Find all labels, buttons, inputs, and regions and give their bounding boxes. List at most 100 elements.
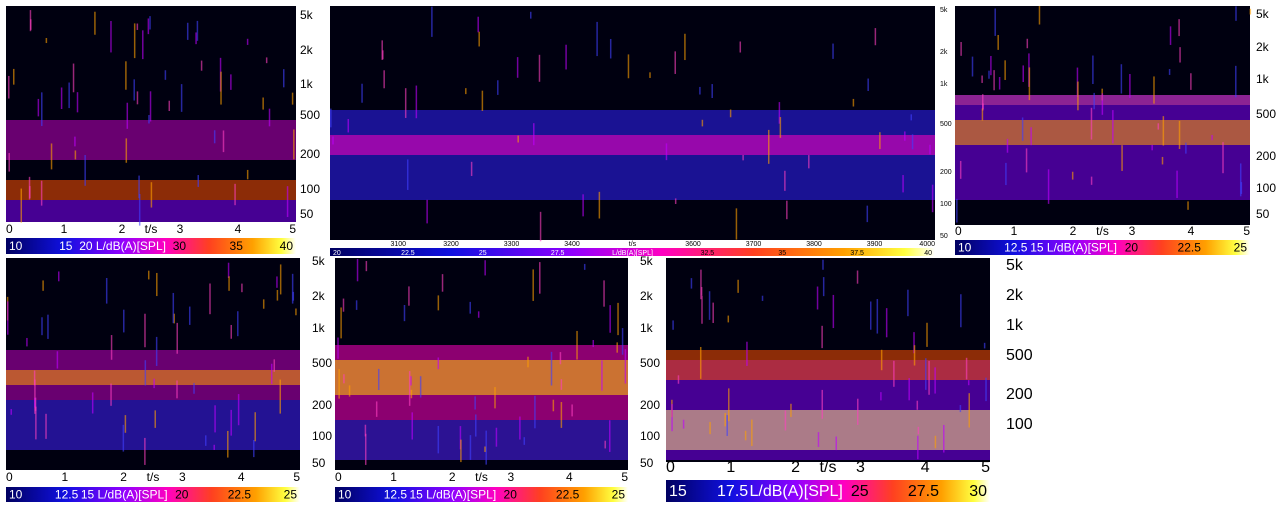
time-label: 2: [120, 470, 127, 484]
streak: [712, 302, 714, 323]
streak: [879, 132, 881, 150]
streak: [560, 402, 563, 428]
streak: [283, 69, 285, 88]
streak: [737, 279, 739, 293]
time-label: 5: [293, 470, 300, 484]
streak: [270, 363, 273, 385]
streak: [608, 420, 611, 452]
time-label: 3: [179, 470, 186, 484]
streak: [1006, 138, 1009, 153]
streak: [268, 108, 271, 127]
streak: [168, 100, 171, 112]
streak: [193, 382, 195, 394]
colorbar-label: 27.5: [908, 483, 939, 500]
streak: [262, 299, 265, 309]
streak: [408, 371, 411, 406]
colorbar: [330, 248, 935, 256]
streak: [45, 37, 48, 44]
streak: [917, 435, 919, 460]
streak: [816, 286, 819, 310]
streak: [727, 315, 730, 323]
colorbar-label: 10: [338, 488, 352, 502]
streak: [1004, 60, 1006, 80]
energy-band: [335, 360, 628, 395]
colorbar: [666, 480, 990, 502]
streak: [241, 283, 243, 293]
colorbar-label: 20: [504, 488, 518, 502]
energy-band: [6, 120, 296, 160]
streak: [176, 322, 178, 354]
streak: [1153, 76, 1155, 104]
streak: [539, 262, 541, 294]
streak: [1235, 65, 1237, 98]
streak: [709, 421, 711, 435]
streak: [340, 307, 342, 339]
streak: [150, 182, 153, 208]
colorbar-label: 15: [669, 483, 687, 500]
streak: [460, 439, 462, 463]
streak: [1211, 134, 1213, 141]
time-label: 4000: [919, 241, 935, 248]
freq-label: 200: [300, 147, 320, 161]
streak: [1222, 142, 1224, 174]
time-label: 1: [1011, 224, 1018, 238]
colorbar-label: L/dB(A)[SPL]: [612, 250, 653, 257]
streak: [437, 357, 440, 370]
streak: [68, 82, 70, 109]
streak: [196, 20, 199, 41]
streak: [993, 70, 995, 91]
streak: [253, 440, 255, 458]
streak: [126, 102, 129, 129]
streak: [1129, 74, 1131, 98]
freq-label: 2k: [1256, 40, 1270, 54]
streak: [649, 72, 651, 78]
streak: [12, 68, 15, 85]
streak: [1112, 110, 1114, 144]
streak: [994, 8, 996, 36]
freq-label: 1k: [1256, 72, 1270, 86]
colorbar-label: 40: [280, 239, 294, 253]
freq-label: 2k: [312, 289, 326, 303]
freq-label: 500: [940, 121, 952, 128]
streak: [330, 108, 332, 128]
streak: [560, 379, 563, 390]
freq-label: 50: [312, 456, 326, 470]
streak: [246, 38, 249, 45]
streak: [960, 42, 962, 56]
time-label: 5: [1243, 224, 1250, 238]
streak: [934, 367, 936, 394]
streak: [967, 380, 970, 386]
streak: [880, 392, 882, 401]
streak: [778, 102, 781, 124]
streak: [138, 193, 141, 226]
freq-label: 5k: [940, 7, 948, 14]
streak: [84, 155, 86, 186]
streak: [1090, 176, 1093, 185]
freq-label: 5k: [300, 8, 314, 22]
streak: [931, 184, 934, 213]
streak: [365, 261, 368, 272]
freq-label: 200: [940, 169, 952, 176]
time-label: 0: [335, 470, 342, 484]
streak: [959, 405, 962, 413]
streak: [149, 91, 152, 122]
streak: [42, 280, 44, 291]
time-label: 1: [390, 470, 397, 484]
time-label: 0: [6, 222, 13, 236]
streak: [559, 352, 562, 365]
streak: [29, 186, 31, 199]
streak: [724, 412, 726, 427]
freq-label: 100: [1256, 181, 1276, 195]
streak: [552, 399, 555, 412]
colorbar-label: L/dB(A)[SPL]: [750, 483, 843, 500]
freq-label: 500: [1256, 107, 1276, 121]
freq-label: 5k: [312, 254, 326, 268]
streak: [690, 278, 693, 289]
streak: [383, 70, 385, 89]
streak: [761, 295, 764, 301]
streak: [364, 424, 367, 437]
time-label: 3: [177, 222, 184, 236]
streak: [701, 119, 704, 127]
freq-label: 500: [1006, 347, 1033, 364]
streak: [925, 358, 927, 390]
